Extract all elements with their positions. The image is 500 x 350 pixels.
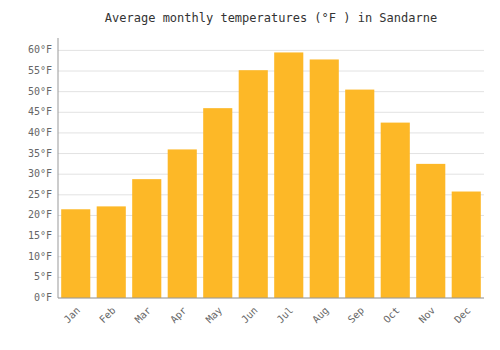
y-tick-label: 40°F bbox=[28, 127, 52, 138]
grid-line bbox=[58, 153, 484, 154]
grid-line bbox=[58, 50, 484, 51]
title: Average monthly temperatures (°F ) in Sa… bbox=[105, 11, 437, 25]
grid-line bbox=[58, 112, 484, 113]
grid-line bbox=[58, 132, 484, 133]
bar bbox=[381, 123, 410, 298]
bar bbox=[132, 179, 161, 298]
y-axis: 0°F 5°F 10°F 15°F 20°F 25°F 30°F 35°F 40°F 45°F 50… bbox=[28, 38, 58, 303]
bar bbox=[203, 108, 232, 298]
grid-line bbox=[58, 71, 484, 72]
y-tick-label: 55°F bbox=[28, 65, 52, 76]
x-tick-label: Feb bbox=[97, 305, 118, 326]
x-tick-label: Jan bbox=[62, 305, 83, 326]
grid-line bbox=[58, 298, 484, 299]
x-tick-label: Dec bbox=[452, 305, 473, 326]
x-tick-label: May bbox=[204, 305, 225, 326]
bar bbox=[239, 70, 268, 298]
y-tick-label: 45°F bbox=[28, 106, 52, 117]
bar bbox=[345, 90, 374, 298]
x-axis-line bbox=[58, 298, 484, 299]
x-tick-label: Aug bbox=[310, 305, 331, 326]
y-tick-label: 35°F bbox=[28, 148, 52, 159]
y-tick-label: 15°F bbox=[28, 230, 52, 241]
y-tick-label: 5°F bbox=[34, 271, 52, 282]
x-tick-label: Mar bbox=[133, 305, 154, 326]
y-tick-label: 25°F bbox=[28, 189, 52, 200]
y-tick-label: 20°F bbox=[28, 209, 52, 220]
grid bbox=[58, 50, 484, 298]
bar bbox=[274, 52, 303, 298]
x-tick-label: Apr bbox=[168, 305, 189, 326]
x-tick-label: Sep bbox=[346, 305, 367, 326]
bar bbox=[310, 59, 339, 298]
bars bbox=[61, 52, 481, 298]
bar bbox=[97, 206, 126, 298]
bar bbox=[416, 164, 445, 298]
y-tick-label: 30°F bbox=[28, 168, 52, 179]
bar bbox=[168, 149, 197, 298]
bar bbox=[61, 209, 90, 298]
x-tick-label: Oct bbox=[381, 305, 402, 326]
x-tick-label: Jun bbox=[239, 305, 260, 326]
x-axis: Jan Feb Mar Apr May Jun Jul Aug Sep Oct Nov Dec bbox=[62, 305, 473, 326]
y-tick-label: 10°F bbox=[28, 251, 52, 262]
y-tick-label: 0°F bbox=[34, 292, 52, 303]
x-tick-label: Nov bbox=[417, 305, 438, 326]
bar bbox=[452, 192, 481, 298]
grid-line bbox=[58, 91, 484, 92]
x-tick-label: Jul bbox=[275, 305, 296, 326]
y-tick-label: 50°F bbox=[28, 86, 52, 97]
chart: 0°F 5°F 10°F 15°F 20°F 25°F 30°F 35°F 40°F 45°F 50… bbox=[0, 0, 500, 350]
y-tick-label: 60°F bbox=[28, 44, 52, 55]
y-axis-line bbox=[58, 38, 59, 298]
